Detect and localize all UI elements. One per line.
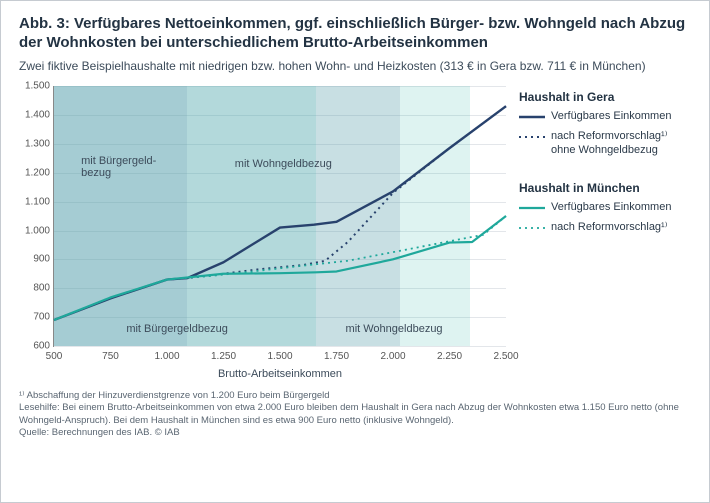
footnote-source: Quelle: Berechnungen des IAB. © IAB (19, 427, 691, 439)
legend-item-gera-disposable: Verfügbares Einkommen (519, 110, 710, 124)
x-tick-label: 2.250 (437, 351, 462, 362)
legend-swatch (519, 222, 545, 234)
footnote-lesehilfe: Lesehilfe: Bei einem Brutto-Arbeitseinko… (19, 402, 691, 427)
legend-heading: Haushalt in Gera (519, 90, 710, 104)
legend-item-gera-reform: nach Reformvorschlag¹⁾ohne Wohngeldbezug (519, 130, 710, 158)
legend-item-muenchen-reform: nach Reformvorschlag¹⁾ (519, 221, 710, 235)
x-tick-label: 1.750 (324, 351, 349, 362)
legend-label: nach Reformvorschlag¹⁾ohne Wohngeldbezug (551, 130, 667, 158)
x-tick-label: 750 (102, 351, 119, 362)
figure-title: Abb. 3: Verfügbares Nettoeinkommen, ggf.… (19, 15, 691, 53)
figure-subtitle: Zwei fiktive Beispielhaushalte mit niedr… (19, 59, 691, 75)
figure-container: Abb. 3: Verfügbares Nettoeinkommen, ggf.… (0, 0, 710, 503)
series-gera-disposable (54, 106, 506, 320)
legend-swatch (519, 131, 545, 143)
footnote-1: ¹⁾ Abschaffung der Hinzuverdienstgrenze … (19, 390, 691, 402)
series-muenchen-disposable (54, 216, 506, 320)
series-gera-reform (54, 106, 506, 320)
y-tick-label: 1.500 (20, 81, 50, 92)
x-tick-label: 1.250 (211, 351, 236, 362)
x-tick-label: 1.500 (267, 351, 292, 362)
legend-swatch (519, 111, 545, 123)
legend-label: nach Reformvorschlag¹⁾ (551, 221, 667, 235)
y-tick-label: 1.100 (20, 196, 50, 207)
y-tick-label: 900 (20, 254, 50, 265)
y-tick-label: 1.300 (20, 138, 50, 149)
y-tick-label: 1.200 (20, 167, 50, 178)
plot-area: Brutto-Arbeitseinkommen 6007008009001.00… (53, 86, 506, 347)
legend: Haushalt in Gera Verfügbares Einkommen nac… (519, 86, 710, 255)
x-tick-label: 500 (46, 351, 63, 362)
x-tick-label: 1.000 (154, 351, 179, 362)
gridline (54, 346, 506, 347)
x-tick-label: 2.000 (380, 351, 405, 362)
chart-svg (54, 86, 506, 346)
y-tick-label: 1.000 (20, 225, 50, 236)
y-tick-label: 600 (20, 341, 50, 352)
y-tick-label: 800 (20, 283, 50, 294)
plot-wrap: Brutto-Arbeitseinkommen 600 700 800 900 1.00… (19, 80, 691, 390)
legend-item-muenchen-disposable: Verfügbares Einkommen (519, 201, 710, 215)
y-tick-label: 1.400 (20, 109, 50, 120)
x-tick-label: 2.500 (493, 351, 518, 362)
x-axis-label: Brutto-Arbeitseinkommen (54, 368, 506, 380)
legend-swatch (519, 202, 545, 214)
legend-label: Verfügbares Einkommen (551, 110, 671, 124)
series-muenchen-reform (54, 216, 506, 320)
legend-heading: Haushalt in München (519, 181, 710, 195)
y-tick-label: 700 (20, 312, 50, 323)
legend-label: Verfügbares Einkommen (551, 201, 671, 215)
